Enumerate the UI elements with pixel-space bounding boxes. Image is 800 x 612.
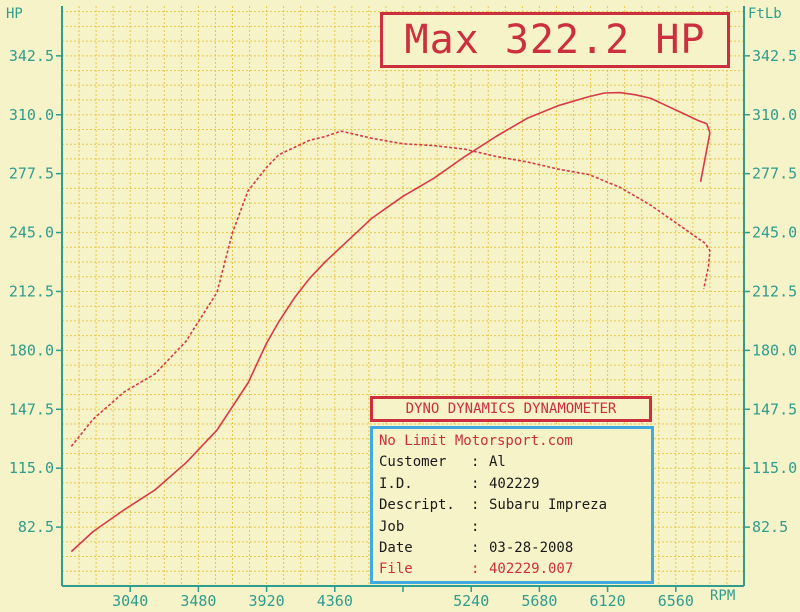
info-row-label: Descript. [379, 497, 455, 514]
y-tick-label-left: 310.0 [9, 106, 54, 124]
info-rows: Customer: Al I.D.:402229 Descript.: Subaru I… [379, 452, 645, 580]
y-tick-label-right: 277.5 [752, 165, 797, 183]
y-tick-label-left: 180.0 [9, 341, 54, 359]
info-row: File:402229.007 [379, 559, 645, 580]
y-tick-label-right: 180.0 [752, 341, 797, 359]
y-tick-label-right: 212.5 [752, 282, 797, 300]
info-row-value: 402229.007 [489, 561, 574, 578]
info-row-label: I.D. [379, 475, 413, 492]
info-row: Descript.: Subaru Impreza [379, 495, 645, 516]
info-row-colon: : [471, 540, 480, 557]
y-tick-label-left: 82.5 [18, 518, 54, 536]
x-tick-label: 3040 [112, 592, 148, 610]
y-tick-label-right: 115.0 [752, 459, 797, 477]
info-row-colon: : [471, 518, 480, 535]
info-row-colon: : [471, 475, 480, 492]
info-row-value: Subaru Impreza [489, 497, 608, 514]
info-row-value: 402229 [489, 475, 540, 492]
x-tick-label: 4360 [317, 592, 353, 610]
info-row-colon: : [471, 497, 480, 514]
x-tick-label: 6120 [590, 592, 626, 610]
x-tick-label: 3920 [249, 592, 285, 610]
info-row: Customer: Al [379, 452, 645, 473]
info-panel: No Limit Motorsport.com Customer: Al I.D.:… [370, 426, 654, 584]
y-tick-label-right: 82.5 [752, 518, 788, 536]
y-tick-label-right: 342.5 [752, 47, 797, 65]
y-tick-label-left: 147.5 [9, 400, 54, 418]
info-row: Date:03-28-2008 [379, 538, 645, 559]
x-axis-unit: RPM [710, 588, 735, 604]
info-row: I.D.:402229 [379, 474, 645, 495]
info-row-label: Date [379, 540, 413, 557]
info-row-label: Job [379, 518, 405, 535]
info-row-colon: : [471, 561, 480, 578]
info-row-label: File [379, 561, 413, 578]
chart-curves [70, 91, 711, 553]
company-name: No Limit Motorsport.com [379, 433, 573, 449]
info-row-value: Al [489, 454, 506, 471]
max-power-label: Max 322.2 HP [380, 12, 730, 68]
y-tick-label-left: 212.5 [9, 282, 54, 300]
torque-curve [70, 130, 711, 447]
y-tick-label-left: 245.0 [9, 224, 54, 242]
info-row: Job: [379, 517, 645, 538]
dyno-title: DYNO DYNAMICS DYNAMOMETER [370, 396, 652, 422]
x-tick-label: 5240 [453, 592, 489, 610]
right-axis-unit: FtLb [748, 6, 782, 22]
left-axis-unit: HP [6, 6, 23, 22]
chart-ticks: 82.5 82.5 115.0 115.0 147.5 147.5 180.0 180.0 21… [9, 47, 797, 610]
x-tick-label: 5680 [521, 592, 557, 610]
info-row-value: 03-28-2008 [489, 540, 574, 557]
x-tick-label: 6560 [658, 592, 694, 610]
y-tick-label-left: 115.0 [9, 459, 54, 477]
y-tick-label-right: 245.0 [752, 224, 797, 242]
y-tick-label-right: 147.5 [752, 400, 797, 418]
power-curve [70, 91, 711, 553]
info-row-label: Customer [379, 454, 447, 471]
y-tick-label-left: 342.5 [9, 47, 54, 65]
y-tick-label-left: 277.5 [9, 165, 54, 183]
y-tick-label-right: 310.0 [752, 106, 797, 124]
info-row-colon: : [471, 454, 480, 471]
x-tick-label: 3480 [180, 592, 216, 610]
